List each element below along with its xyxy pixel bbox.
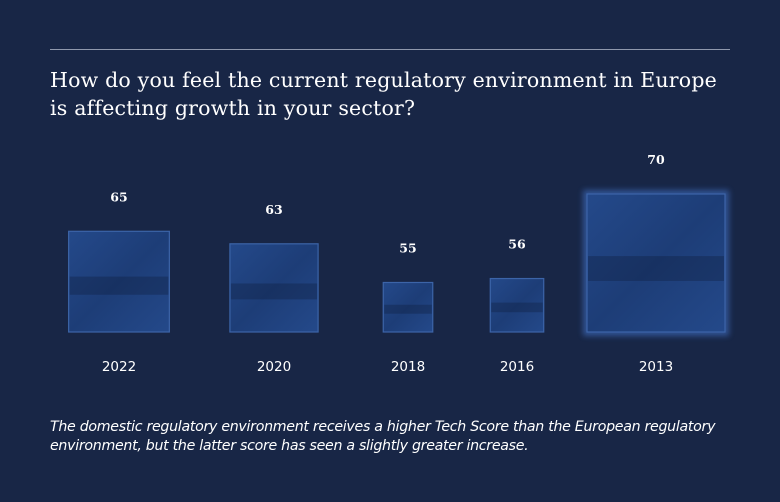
category-label-2020: 2020 xyxy=(257,359,291,375)
value-label-2022: 65 xyxy=(110,189,127,204)
category-label-2016: 2016 xyxy=(500,359,534,375)
value-label-2016: 56 xyxy=(508,237,526,252)
chart-caption: The domestic regulatory environment rece… xyxy=(50,419,716,454)
square-texture-2022 xyxy=(69,276,169,295)
chart-title: How do you feel the current regulatory e… xyxy=(50,68,717,120)
category-label-2018: 2018 xyxy=(391,359,425,375)
square-mark-2016 xyxy=(489,277,545,333)
category-label-2013: 2013 xyxy=(639,359,673,375)
value-label-2020: 63 xyxy=(265,202,282,217)
value-label-2013: 70 xyxy=(647,152,665,167)
value-label-2018: 55 xyxy=(399,240,416,255)
category-label-2022: 2022 xyxy=(102,359,136,375)
square-mark-2013 xyxy=(586,193,726,333)
square-texture-2018 xyxy=(384,304,432,314)
square-texture-2013 xyxy=(588,256,724,281)
square-texture-2016 xyxy=(491,302,543,313)
square-mark-2022 xyxy=(68,230,170,333)
square-mark-2018 xyxy=(382,281,434,333)
top-rule xyxy=(50,49,730,50)
chart-area: 65 2022 63 2020 55 2018 56 2016 70 2013 xyxy=(68,152,729,375)
square-mark-2020 xyxy=(229,243,319,333)
square-texture-2020 xyxy=(230,283,318,300)
